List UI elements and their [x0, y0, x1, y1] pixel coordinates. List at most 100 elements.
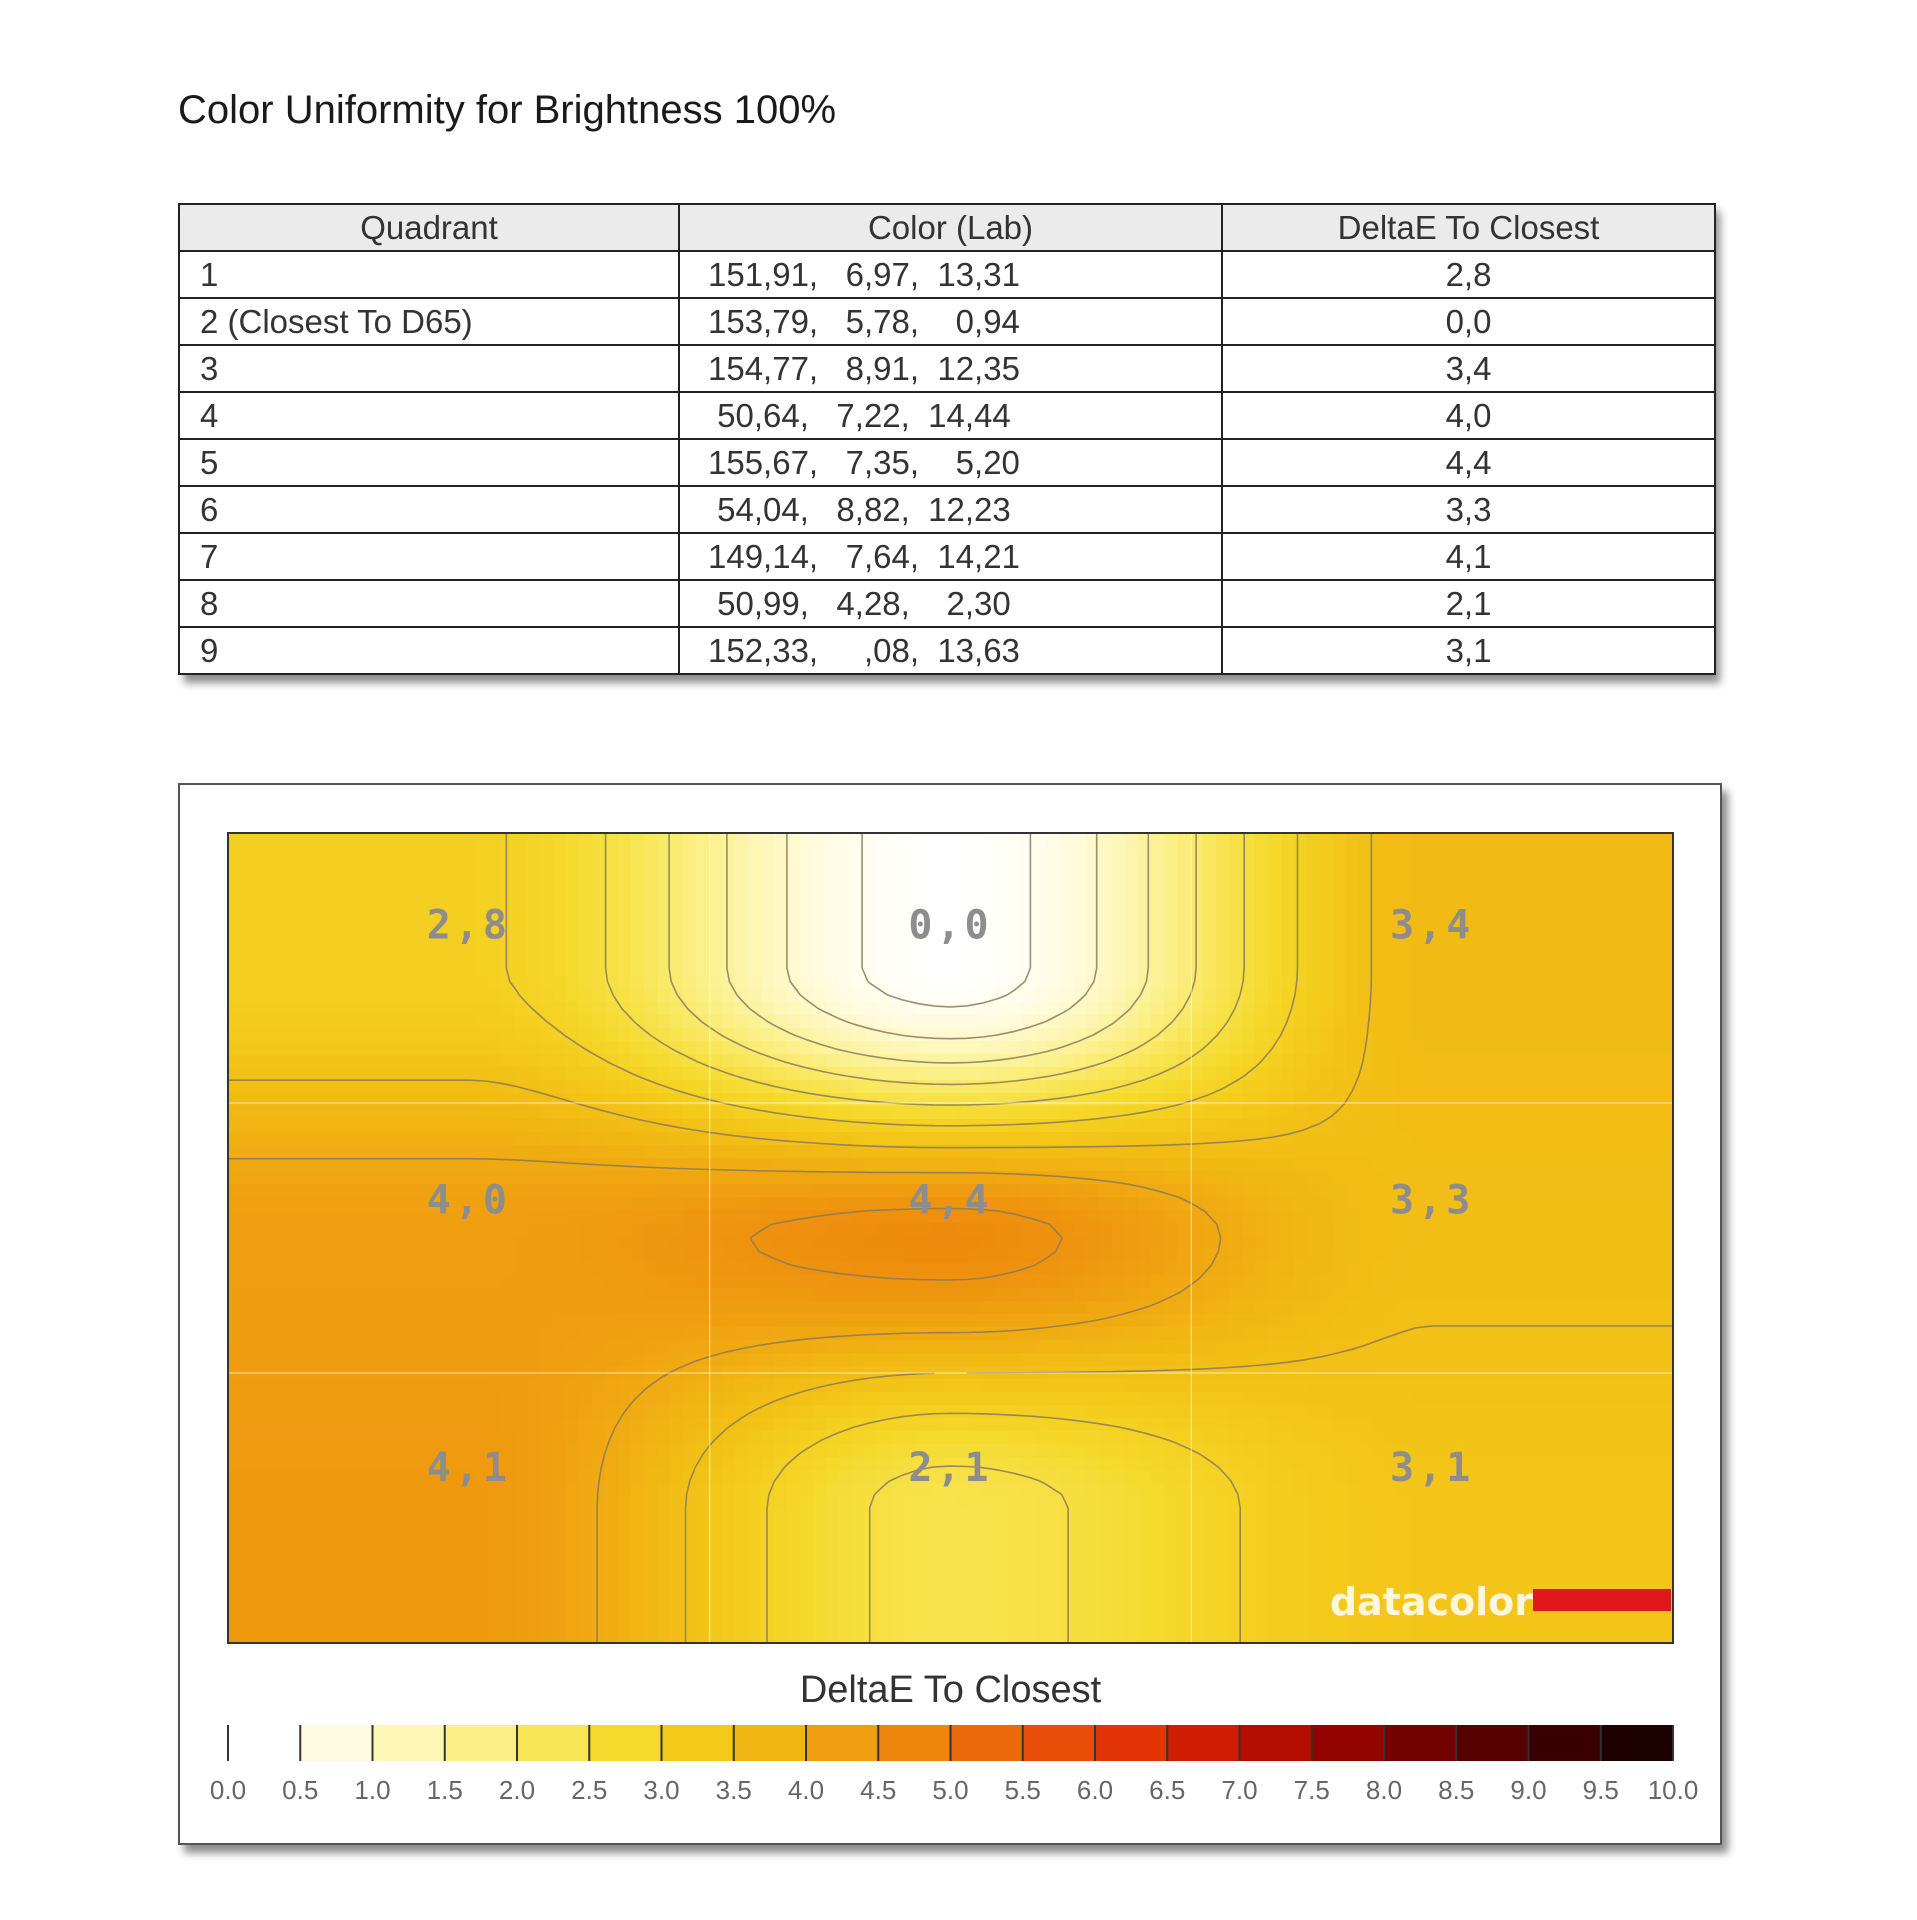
colorbar-tick-label: 6.0	[1077, 1775, 1113, 1805]
lab-cell: 151,91, 6,97, 13,31	[678, 250, 1223, 299]
table-row: 2 (Closest To D65) 153,79, 5,78, 0,94 0,0	[178, 297, 1716, 346]
lab-cell: 50,64, 7,22, 14,44	[678, 391, 1223, 440]
contour-line	[786, 833, 1098, 1040]
colorbar-tick-label: 7.5	[1294, 1775, 1330, 1805]
colorbar-tick-label: 1.5	[427, 1775, 463, 1805]
colorbar-segment	[589, 1725, 662, 1761]
quadrant-cell: 2 (Closest To D65)	[178, 297, 680, 346]
colorbar-tick-label: 3.0	[643, 1775, 679, 1805]
colorbar-segment	[228, 1725, 301, 1761]
table-row: 9 152,33, ,08, 13,63 3,1	[178, 626, 1716, 675]
colorbar-tick-label: 8.5	[1438, 1775, 1474, 1805]
heatmap-field	[228, 833, 1673, 1643]
contour-line	[228, 833, 1673, 1643]
quadrant-cell: 9	[178, 626, 680, 675]
cell-value-label: 3,4	[1390, 902, 1474, 948]
colorbar-tick-label: 10.0	[1648, 1775, 1699, 1805]
colorbar-tick-label: 7.0	[1221, 1775, 1257, 1805]
colorbar-segment	[806, 1725, 879, 1761]
deltae-cell: 4,0	[1221, 391, 1716, 440]
colorbar-segment	[1456, 1725, 1529, 1761]
lab-cell: 155,67, 7,35, 5,20	[678, 438, 1223, 487]
cell-value-label: 4,4	[908, 1178, 992, 1224]
colorbar-segment	[1600, 1725, 1674, 1761]
contour-line	[228, 1157, 1222, 1643]
header-deltae: DeltaE To Closest	[1221, 203, 1716, 252]
contour-line	[505, 833, 1299, 1643]
quadrant-cell: 1	[178, 250, 680, 299]
deltae-cell: 3,4	[1221, 344, 1716, 393]
colorbar-segment	[1311, 1725, 1385, 1761]
colorbar-segment	[1384, 1725, 1457, 1761]
quadrant-cell: 5	[178, 438, 680, 487]
quadrant-cell: 6	[178, 485, 680, 534]
colorbar-tick-label: 8.0	[1366, 1775, 1402, 1805]
colorbar-segment	[1095, 1725, 1168, 1761]
cell-value-label: 4,1	[427, 1445, 511, 1491]
colorbar-segment	[661, 1725, 735, 1761]
colorbar-segment	[950, 1725, 1024, 1761]
colorbar-tick-label: 0.0	[210, 1775, 246, 1805]
contour-line	[861, 833, 1032, 1008]
colorbar-segment	[1239, 1725, 1313, 1761]
cell-value-label: 3,3	[1390, 1178, 1474, 1224]
colorbar-segment	[517, 1725, 590, 1761]
colorbar-tick-label: 2.0	[499, 1775, 535, 1805]
page-title: Color Uniformity for Brightness 100%	[178, 88, 837, 132]
lab-cell: 153,79, 5,78, 0,94	[678, 297, 1223, 346]
table-row: 7 149,14, 7,64, 14,21 4,1	[178, 532, 1716, 581]
table-row: 8 50,99, 4,28, 2,30 2,1	[178, 579, 1716, 628]
deltae-cell: 3,3	[1221, 485, 1716, 534]
table-row: 1 151,91, 6,97, 13,31 2,8	[178, 250, 1716, 299]
lab-cell: 54,04, 8,82, 12,23	[678, 485, 1223, 534]
cell-value-label: 2,1	[908, 1445, 992, 1491]
colorbar-tick-label: 3.5	[716, 1775, 752, 1805]
datacolor-logo: datacolor	[1330, 1580, 1533, 1624]
table-header-row: Quadrant Color (Lab) DeltaE To Closest	[178, 203, 1716, 252]
colorbar-segment	[1022, 1725, 1096, 1761]
plot-border	[227, 832, 1674, 1644]
deltae-cell: 2,8	[1221, 250, 1716, 299]
colorbar-tick-label: 5.5	[1005, 1775, 1041, 1805]
table-row: 4 50,64, 7,22, 14,44 4,0	[178, 391, 1716, 440]
lab-cell: 50,99, 4,28, 2,30	[678, 579, 1223, 628]
uniformity-table: Quadrant Color (Lab) DeltaE To Closest 1…	[178, 203, 1716, 675]
colorbar-tick-label: 0.5	[282, 1775, 318, 1805]
colorbar-tick-label: 5.0	[932, 1775, 968, 1805]
lab-cell: 152,33, ,08, 13,63	[678, 626, 1223, 675]
colorbar-tick-label: 2.5	[571, 1775, 607, 1805]
colorbar-segment	[1528, 1725, 1602, 1761]
quadrant-cell: 8	[178, 579, 680, 628]
colorbar-segment	[1167, 1725, 1240, 1761]
colorbar-title: DeltaE To Closest	[800, 1669, 1102, 1711]
colorbar-segment	[372, 1725, 446, 1761]
quadrant-cell: 7	[178, 532, 680, 581]
table-row: 3 154,77, 8,91, 12,35 3,4	[178, 344, 1716, 393]
deltae-cell: 4,1	[1221, 532, 1716, 581]
colorbar-segment	[444, 1725, 518, 1761]
contour-line	[726, 833, 1150, 1064]
header-color-lab: Color (Lab)	[678, 203, 1223, 252]
colorbar-tick-label: 1.0	[354, 1775, 390, 1805]
grid-lines	[228, 833, 1673, 1643]
quadrant-cell: 4	[178, 391, 680, 440]
colorbar-segment	[733, 1725, 807, 1761]
header-quadrant: Quadrant	[178, 203, 680, 252]
colorbar-tick-label: 4.5	[860, 1775, 896, 1805]
colorbar-tick-label: 9.5	[1583, 1775, 1619, 1805]
deltae-cell: 2,1	[1221, 579, 1716, 628]
deltae-cell: 0,0	[1221, 297, 1716, 346]
uniformity-chart-panel: 2,8 0,0 3,4 4,0 4,4 3,3 4,1 2,1 3,1 datacolor Delt…	[178, 783, 1722, 1845]
contour-lines	[228, 833, 1673, 1643]
datacolor-logo-bar	[1533, 1589, 1671, 1611]
colorbar-segment	[300, 1725, 373, 1761]
colorbar-tick-label: 4.0	[788, 1775, 824, 1805]
cell-value-label: 0,0	[908, 902, 992, 948]
lab-cell: 154,77, 8,91, 12,35	[678, 344, 1223, 393]
table-row: 6 54,04, 8,82, 12,23 3,3	[178, 485, 1716, 534]
uniformity-chart: 2,8 0,0 3,4 4,0 4,4 3,3 4,1 2,1 3,1 datacolor Delt…	[210, 832, 1699, 1805]
cell-value-label: 4,0	[427, 1178, 511, 1224]
cell-value-label: 2,8	[427, 902, 511, 948]
table-row: 5 155,67, 7,35, 5,20 4,4	[178, 438, 1716, 487]
deltae-cell: 3,1	[1221, 626, 1716, 675]
